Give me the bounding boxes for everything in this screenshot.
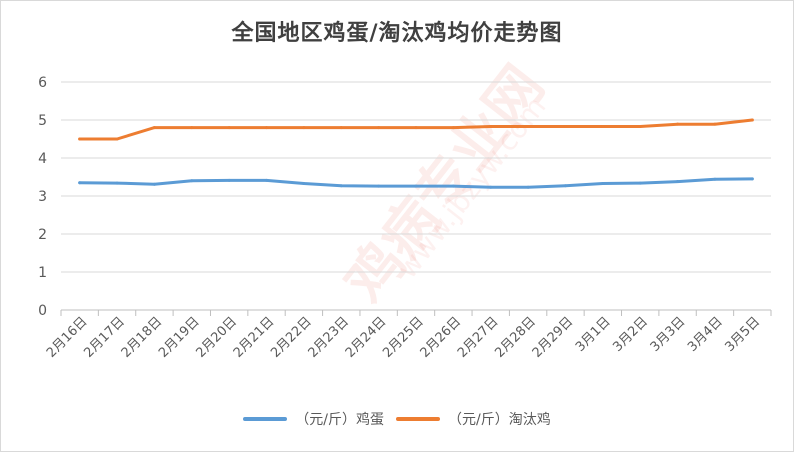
y-tick-label: 6: [38, 75, 47, 91]
data-point-1: [190, 126, 194, 130]
x-tick-label: 2月23日: [306, 314, 353, 361]
x-tick-label: 2月22日: [268, 314, 315, 361]
data-point-0: [750, 177, 754, 181]
data-point-0: [302, 181, 306, 185]
chart-title: 全国地区鸡蛋/淘汰鸡均价走势图: [231, 21, 563, 46]
data-point-1: [526, 124, 530, 128]
data-point-1: [750, 118, 754, 122]
data-point-0: [489, 185, 493, 189]
data-point-0: [78, 181, 82, 185]
data-point-1: [377, 126, 381, 130]
x-tick-label: 3月3日: [648, 314, 689, 355]
data-point-1: [638, 124, 642, 128]
data-point-0: [526, 185, 530, 189]
x-tick-label: 3月5日: [722, 314, 763, 355]
data-point-1: [78, 137, 82, 141]
data-point-1: [152, 126, 156, 130]
data-point-0: [676, 180, 680, 184]
x-tick-label: 2月29日: [530, 314, 577, 361]
data-point-0: [190, 179, 194, 183]
x-tick-label: 2月21日: [231, 314, 278, 361]
x-tick-label: 2月17日: [81, 314, 128, 361]
x-tick-label: 2月27日: [455, 314, 502, 361]
data-point-0: [451, 184, 455, 188]
data-point-0: [115, 181, 119, 185]
x-tick-label: 2月26日: [418, 314, 465, 361]
data-point-1: [489, 124, 493, 128]
data-point-1: [601, 124, 605, 128]
x-tick-label: 2月19日: [156, 314, 203, 361]
data-point-1: [676, 122, 680, 126]
data-point-0: [265, 178, 269, 182]
data-point-0: [152, 182, 156, 186]
y-tick-label: 2: [38, 227, 47, 243]
y-tick-label: 1: [38, 265, 47, 281]
data-point-1: [713, 122, 717, 126]
data-point-1: [302, 126, 306, 130]
y-tick-label: 3: [38, 189, 47, 205]
data-point-1: [339, 126, 343, 130]
data-point-0: [713, 177, 717, 181]
data-point-1: [414, 126, 418, 130]
legend: （元/斤）鸡蛋 （元/斤）淘汰鸡: [1, 409, 793, 429]
series-line-1: [78, 118, 754, 141]
data-point-0: [638, 181, 642, 185]
x-tick-label: 2月20日: [193, 314, 240, 361]
y-tick-label: 5: [38, 113, 47, 129]
legend-item-egg: （元/斤）鸡蛋: [243, 409, 384, 429]
x-tick-label: 3月1日: [573, 314, 614, 355]
data-point-0: [227, 178, 231, 182]
legend-label-egg: （元/斤）鸡蛋: [295, 412, 384, 428]
y-tick-label: 0: [38, 303, 47, 319]
x-tick-label: 2月24日: [343, 314, 390, 361]
data-point-1: [265, 126, 269, 130]
y-tick-label: 4: [38, 151, 47, 167]
data-point-1: [227, 126, 231, 130]
legend-swatch-hen: [396, 417, 440, 421]
legend-swatch-egg: [243, 417, 288, 421]
legend-label-hen: （元/斤）淘汰鸡: [448, 412, 551, 428]
x-tick-label: 3月2日: [610, 314, 651, 355]
data-point-0: [601, 181, 605, 185]
data-point-0: [377, 184, 381, 188]
data-point-1: [115, 137, 119, 141]
data-point-0: [563, 184, 567, 188]
data-point-1: [451, 126, 455, 130]
data-point-1: [563, 124, 567, 128]
x-tick-label: 2月28日: [492, 314, 539, 361]
legend-item-hen: （元/斤）淘汰鸡: [396, 409, 551, 429]
x-tick-label: 2月16日: [44, 314, 91, 361]
data-point-0: [339, 184, 343, 188]
x-tick-label: 2月18日: [119, 314, 166, 361]
x-tick-label: 3月4日: [685, 314, 726, 355]
data-point-0: [414, 184, 418, 188]
x-tick-label: 2月25日: [380, 314, 427, 361]
